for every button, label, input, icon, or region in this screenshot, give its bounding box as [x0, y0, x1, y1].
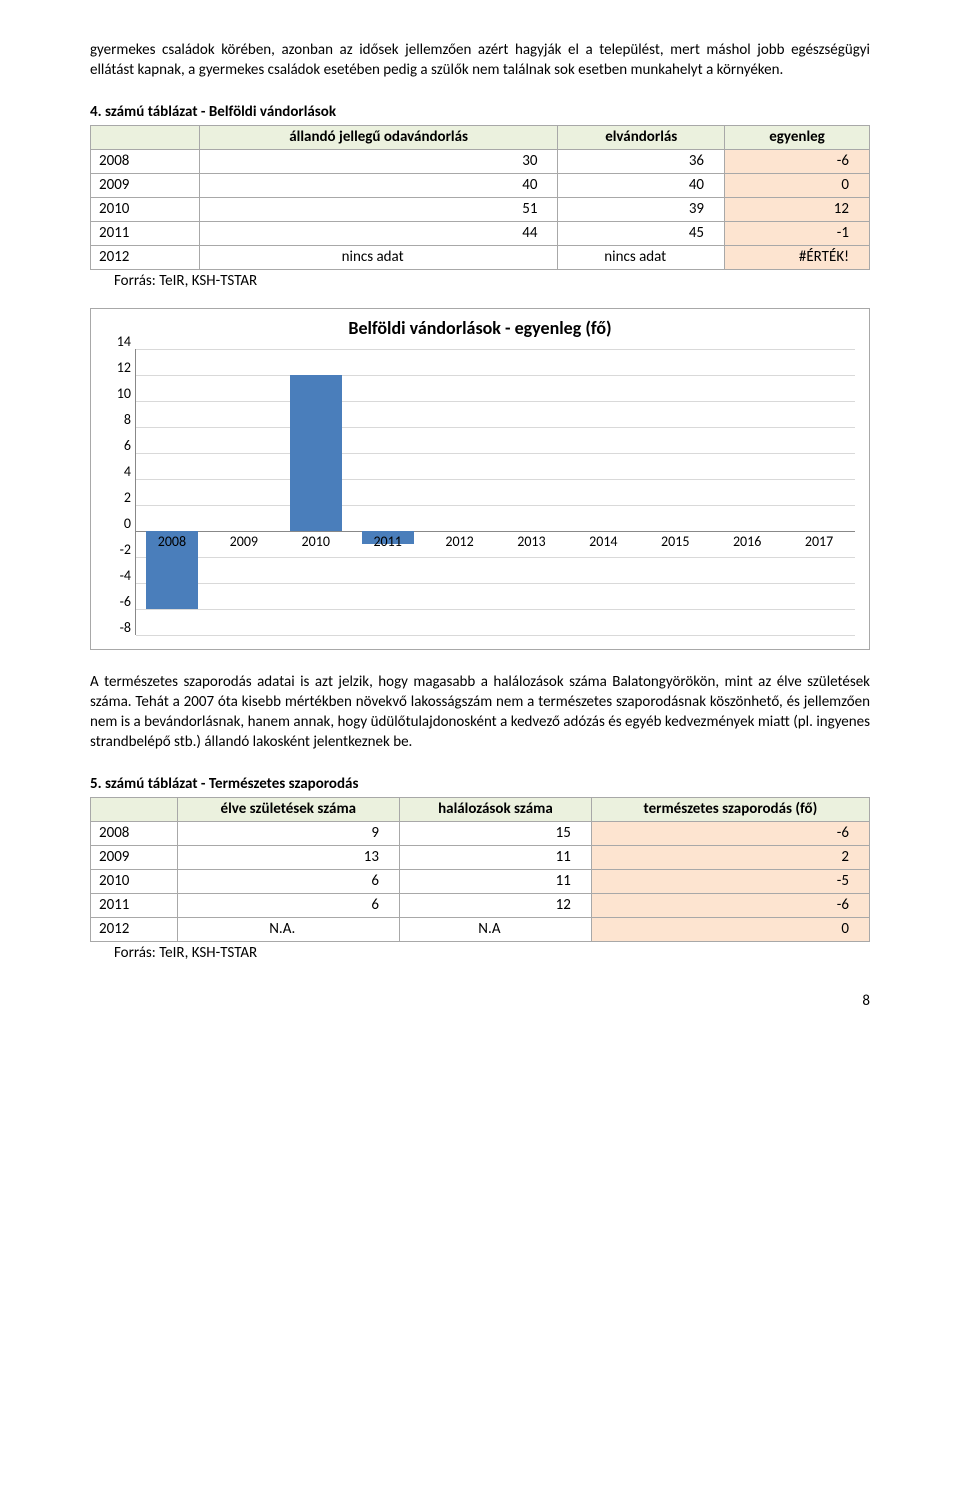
x-tick-label: 2012	[445, 533, 473, 550]
x-tick-label: 2011	[373, 533, 401, 550]
table-row: 200940400	[91, 173, 870, 197]
grid-line	[136, 505, 855, 506]
cell: 2011	[91, 221, 200, 245]
cell: 6	[177, 869, 399, 893]
table-row: 2010513912	[91, 197, 870, 221]
cell: #ÉRTÉK!	[725, 245, 870, 269]
grid-line	[136, 479, 855, 480]
cell: 2010	[91, 869, 178, 893]
cell: 2009	[91, 845, 178, 869]
cell: 2012	[91, 245, 200, 269]
x-tick-label: 2013	[517, 533, 545, 550]
cell: 11	[399, 869, 591, 893]
cell: nincs adat	[558, 245, 725, 269]
cell: 40	[199, 173, 558, 197]
cell: 36	[558, 149, 725, 173]
x-tick-label: 2010	[302, 533, 330, 550]
cell: 2009	[91, 173, 200, 197]
cell: 13	[177, 845, 399, 869]
chart-y-axis: 14121086420-2-4-6-8	[105, 349, 135, 635]
table1-header-blank	[91, 125, 200, 149]
grid-line	[136, 453, 855, 454]
table2-header-col1: élve születések száma	[177, 797, 399, 821]
grid-line	[136, 557, 855, 558]
x-tick-label: 2008	[158, 533, 186, 550]
chart-plot: 2008 2009 2010 2011 2012 2013 2014 2015 2016 2017	[135, 349, 855, 635]
x-tick-label: 2009	[230, 533, 258, 550]
table-row: 20083036-6	[91, 149, 870, 173]
table2-caption: 5. számú táblázat - Természetes szaporod…	[90, 775, 870, 793]
table2-source: Forrás: TeIR, KSH-TSTAR	[114, 944, 870, 962]
table2-header-col3: természetes szaporodás (fő)	[591, 797, 869, 821]
cell: 40	[558, 173, 725, 197]
table-row: 200913112	[91, 845, 870, 869]
cell: 9	[177, 821, 399, 845]
cell: 2008	[91, 149, 200, 173]
intro-paragraph: gyermekes családok körében, azonban az i…	[90, 40, 870, 81]
migration-balance-chart: Belföldi vándorlások - egyenleg (fő) 141…	[90, 308, 870, 650]
table-row: 2012nincs adatnincs adat#ÉRTÉK!	[91, 245, 870, 269]
cell: 0	[725, 173, 870, 197]
x-tick-label: 2016	[733, 533, 761, 550]
x-tick-label: 2014	[589, 533, 617, 550]
table2-header-row: élve születések száma halálozások száma …	[91, 797, 870, 821]
table1: állandó jellegű odavándorlás elvándorlás…	[90, 125, 870, 270]
cell: -5	[591, 869, 869, 893]
cell: 30	[199, 149, 558, 173]
x-tick-label: 2017	[805, 533, 833, 550]
cell: 12	[399, 893, 591, 917]
table2-header-blank	[91, 797, 178, 821]
table1-header-row: állandó jellegű odavándorlás elvándorlás…	[91, 125, 870, 149]
cell: N.A	[399, 917, 591, 941]
cell: 2012	[91, 917, 178, 941]
grid-line	[136, 375, 855, 376]
table1-header-col2: elvándorlás	[558, 125, 725, 149]
grid-line	[136, 635, 855, 636]
cell: -1	[725, 221, 870, 245]
cell: 12	[725, 197, 870, 221]
zero-line	[136, 531, 855, 532]
cell: 15	[399, 821, 591, 845]
cell: 11	[399, 845, 591, 869]
grid-line	[136, 401, 855, 402]
table1-caption: 4. számú táblázat - Belföldi vándorlások	[90, 103, 870, 121]
table-row: 2011612-6	[91, 893, 870, 917]
x-tick-label: 2015	[661, 533, 689, 550]
chart-bar	[290, 375, 342, 531]
table2: élve születések száma halálozások száma …	[90, 797, 870, 942]
grid-line	[136, 427, 855, 428]
grid-line	[136, 349, 855, 350]
chart-plot-area: 14121086420-2-4-6-8 2008 2009 2010 2011 2012…	[105, 349, 855, 635]
mid-paragraph: A természetes szaporodás adatai is azt j…	[90, 672, 870, 753]
cell: 2	[591, 845, 869, 869]
cell: N.A.	[177, 917, 399, 941]
cell: 39	[558, 197, 725, 221]
cell: nincs adat	[199, 245, 558, 269]
table2-header-col2: halálozások száma	[399, 797, 591, 821]
cell: 51	[199, 197, 558, 221]
table1-header-col3: egyenleg	[725, 125, 870, 149]
grid-line	[136, 583, 855, 584]
cell: 6	[177, 893, 399, 917]
grid-line	[136, 609, 855, 610]
table1-source: Forrás: TeIR, KSH-TSTAR	[114, 272, 870, 290]
cell: 0	[591, 917, 869, 941]
cell: -6	[591, 821, 869, 845]
table-row: 2010611-5	[91, 869, 870, 893]
table-row: 2012N.A.N.A0	[91, 917, 870, 941]
cell: 2011	[91, 893, 178, 917]
cell: 2010	[91, 197, 200, 221]
page-number: 8	[90, 992, 870, 1010]
cell: -6	[591, 893, 869, 917]
table-row: 20114445-1	[91, 221, 870, 245]
table-row: 2008915-6	[91, 821, 870, 845]
cell: 45	[558, 221, 725, 245]
chart-title: Belföldi vándorlások - egyenleg (fő)	[105, 317, 855, 339]
cell: 44	[199, 221, 558, 245]
cell: 2008	[91, 821, 178, 845]
table1-header-col1: állandó jellegű odavándorlás	[199, 125, 558, 149]
cell: -6	[725, 149, 870, 173]
